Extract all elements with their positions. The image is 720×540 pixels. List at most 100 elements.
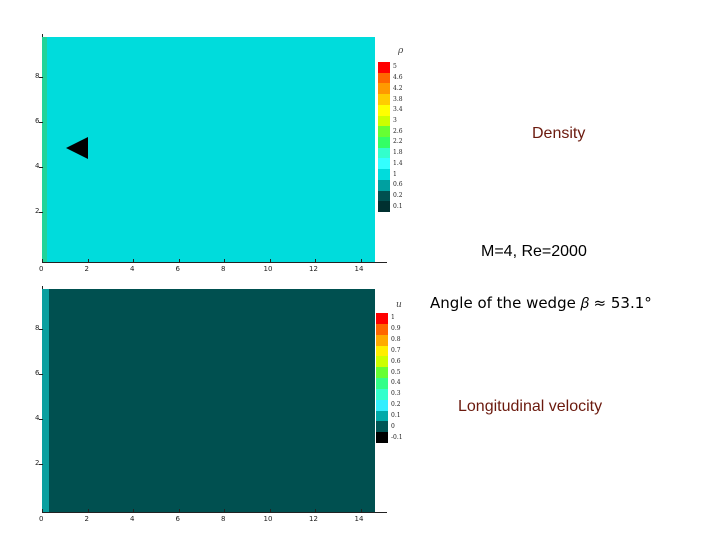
- density-colorbar-swatch: [378, 201, 390, 213]
- density-x-tick-label: 14: [354, 265, 364, 273]
- wedge-obstacle: [66, 137, 88, 159]
- density-inflow-edge: [42, 37, 47, 262]
- velocity-colorbar-swatch: [376, 399, 388, 411]
- velocity-caption: Longitudinal velocity: [458, 398, 603, 415]
- density-x-tick: [269, 259, 271, 263]
- velocity-x-tick: [178, 509, 180, 513]
- density-colorbar-label: 3: [393, 116, 397, 124]
- density-colorbar-label: 3.8: [393, 95, 403, 103]
- density-colorbar-title: ρ: [398, 46, 404, 56]
- velocity-colorbar: 1 0.9 0.8 0.7 0.6 0.5 0.4 0.3 0.2 0.1 0 -0.1: [376, 313, 416, 444]
- velocity-x-tick-label: 6: [175, 515, 180, 523]
- velocity-colorbar-label: 0.9: [391, 325, 401, 333]
- velocity-colorbar-label: 0.6: [391, 357, 401, 365]
- density-x-tick-label: 6: [175, 265, 180, 273]
- flow-conditions-caption: M=4, Re=2000: [481, 243, 587, 260]
- velocity-x-tick: [87, 509, 89, 513]
- velocity-y-tick: [39, 419, 43, 420]
- density-x-tick: [42, 259, 43, 263]
- density-x-tick: [224, 259, 225, 263]
- density-x-tick-label: 12: [309, 265, 318, 273]
- velocity-colorbar-swatch: [376, 323, 388, 335]
- velocity-inflow-edge: [42, 289, 49, 512]
- velocity-colorbar-swatch: [376, 334, 388, 346]
- density-colorbar-swatch: [378, 169, 390, 181]
- velocity-y-tick-label: 6: [35, 369, 40, 377]
- density-y-tick: [39, 77, 43, 78]
- velocity-colorbar-label: 0.5: [391, 368, 401, 376]
- velocity-x-tick-label: 8: [221, 515, 226, 523]
- velocity-x-tick-label: 2: [84, 515, 89, 523]
- velocity-y-tick-label: 4: [35, 414, 40, 422]
- density-x-axis: [42, 262, 387, 263]
- density-x-tick: [315, 259, 316, 263]
- density-x-tick: [87, 259, 89, 263]
- velocity-plot: 0 2 4 6 8 10 12 14 8 6 4 2 u 1 0.9 0.8 0.7 0.6 0.5 0.4 0.…: [0, 282, 420, 527]
- velocity-colorbar-label: 0: [391, 422, 395, 430]
- density-colorbar-swatch: [378, 94, 390, 106]
- velocity-x-tick-label: 10: [263, 515, 273, 523]
- velocity-colorbar-label: -0.1: [391, 433, 403, 441]
- velocity-colorbar-swatch: [376, 410, 388, 422]
- density-colorbar-swatch: [378, 137, 390, 148]
- density-colorbar-label: 5: [393, 63, 397, 71]
- density-caption: Density: [532, 125, 586, 142]
- velocity-colorbar-label: 0.1: [391, 411, 401, 419]
- density-colorbar-label: 1: [393, 170, 397, 178]
- density-colorbar-swatch: [378, 83, 390, 95]
- velocity-y-tick: [39, 374, 43, 375]
- velocity-x-tick-label: 4: [130, 515, 135, 523]
- density-colorbar-swatch: [378, 158, 390, 170]
- density-colorbar-label: 2.2: [393, 138, 403, 146]
- density-x-tick-label: 8: [221, 265, 226, 273]
- density-field: [42, 37, 375, 262]
- velocity-x-tick: [224, 509, 225, 513]
- density-x-tick-label: 2: [84, 265, 89, 273]
- density-plot: 0 2 4 6 8 10 12 14 8 6 4 2 ρ 5 4.6 4.2 3.8 3.4 3 2.6 2.2 1…: [0, 30, 420, 275]
- density-colorbar-label: 4.6: [393, 74, 403, 82]
- velocity-y-tick: [39, 329, 43, 330]
- velocity-colorbar-label: 0.4: [391, 379, 401, 387]
- velocity-field: [42, 289, 375, 512]
- velocity-x-tick: [315, 509, 316, 513]
- velocity-colorbar-label: 1: [391, 314, 395, 322]
- wedge-angle-caption: Angle of the wedge 𝛽 ≈ 53.1°: [430, 294, 652, 312]
- density-colorbar-swatch: [378, 126, 390, 138]
- velocity-y-tick-label: 8: [35, 324, 40, 332]
- density-colorbar-swatch: [378, 147, 390, 159]
- density-x-tick-label: 10: [263, 265, 273, 273]
- density-colorbar-label: 1.8: [393, 149, 403, 157]
- density-colorbar-label: 4.2: [393, 84, 403, 92]
- density-x-tick-label: 0: [39, 265, 44, 273]
- density-colorbar-swatch: [378, 190, 390, 202]
- velocity-x-tick-label: 12: [309, 515, 318, 523]
- density-y-tick-label: 4: [35, 162, 40, 170]
- velocity-y-tick-label: 2: [35, 459, 40, 467]
- density-y-tick-label: 8: [35, 72, 40, 80]
- velocity-x-tick: [133, 509, 134, 513]
- velocity-colorbar-swatch: [376, 388, 388, 400]
- density-colorbar-swatch: [378, 115, 390, 127]
- density-colorbar-swatch: [378, 179, 390, 191]
- density-y-tick: [39, 122, 43, 123]
- density-x-tick: [178, 259, 180, 263]
- velocity-x-tick: [360, 509, 362, 513]
- velocity-colorbar-swatch: [376, 432, 388, 444]
- density-x-tick: [360, 259, 362, 263]
- velocity-x-tick: [42, 509, 43, 513]
- velocity-colorbar-swatch: [376, 378, 388, 389]
- density-colorbar-swatch: [378, 104, 390, 116]
- density-colorbar-label: 0.6: [393, 181, 403, 189]
- velocity-colorbar-swatch: [376, 421, 388, 433]
- velocity-colorbar-label: 0.7: [391, 346, 401, 354]
- density-x-tick: [133, 259, 134, 263]
- density-x-tick-label: 4: [130, 265, 135, 273]
- velocity-x-tick: [269, 509, 271, 513]
- density-colorbar-swatch: [378, 62, 390, 73]
- velocity-colorbar-swatch: [376, 345, 388, 357]
- density-colorbar-label: 0.1: [393, 202, 403, 210]
- velocity-colorbar-swatch: [376, 356, 388, 368]
- velocity-colorbar-swatch: [376, 367, 388, 379]
- velocity-x-tick-label: 14: [354, 515, 364, 523]
- velocity-colorbar-label: 0.8: [391, 336, 401, 344]
